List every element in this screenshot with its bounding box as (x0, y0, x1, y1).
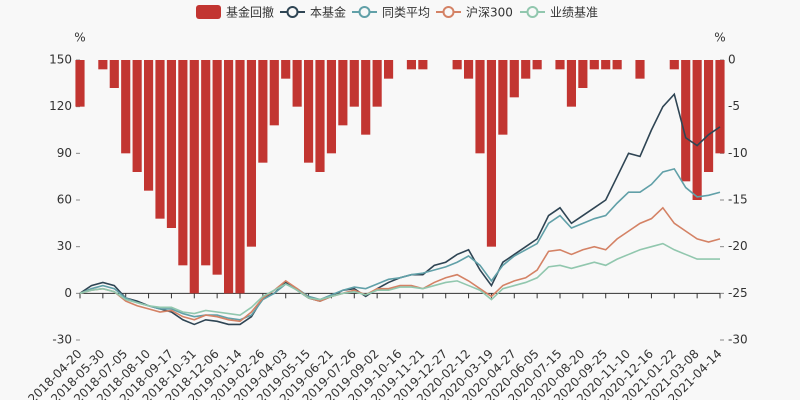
drawdown-bar (292, 60, 302, 107)
drawdown-bar (601, 60, 611, 70)
line (79, 167, 721, 321)
drawdown-bar (166, 60, 176, 228)
drawdown-bar (326, 60, 336, 154)
drawdown-bar (178, 60, 188, 266)
y2-tick-label: -5 (728, 99, 740, 113)
drawdown-bar (98, 60, 108, 70)
legend-item: 业绩基准 (520, 6, 598, 20)
drawdown-bar (132, 60, 142, 172)
legend-swatch (358, 6, 371, 18)
drawdown-bar (258, 60, 268, 163)
drawdown-bar (281, 60, 291, 79)
legend-swatch (442, 6, 455, 18)
legend-swatch (526, 6, 539, 18)
y2-tick-label: -25 (728, 286, 748, 300)
drawdown-bar (189, 60, 199, 294)
legend-label: 基金回撤 (226, 5, 274, 20)
drawdown-bar (555, 60, 565, 70)
y-tick-label: 120 (49, 99, 72, 113)
drawdown-bar (235, 60, 245, 294)
drawdown-bar (121, 60, 131, 154)
legend-swatch (286, 6, 299, 18)
drawdown-bar (612, 60, 622, 70)
drawdown-bar (464, 60, 474, 79)
legend-swatch (196, 5, 221, 19)
legend-label: 本基金 (310, 5, 346, 20)
drawdown-bar (269, 60, 279, 126)
drawdown-bar (566, 60, 576, 107)
drawdown-bar (475, 60, 485, 154)
drawdown-bar (635, 60, 645, 79)
drawdown-bar (304, 60, 314, 163)
drawdown-bar (532, 60, 542, 70)
drawdown-bar (338, 60, 348, 126)
legend-label: 沪深300 (466, 6, 513, 20)
drawdown-bar (406, 60, 416, 70)
drawdown-bar (144, 60, 154, 191)
drawdown-bar (349, 60, 359, 107)
drawdown-bar (418, 60, 428, 70)
drawdown-bar (486, 60, 496, 247)
drawdown-bar (521, 60, 531, 79)
drawdown-bar (669, 60, 679, 70)
y2-tick-label: -10 (728, 146, 748, 160)
drawdown-bar (715, 60, 725, 154)
y-tick-label: 90 (57, 146, 72, 160)
drawdown-bar (681, 60, 691, 182)
y2-axis-label: % (714, 31, 725, 45)
drawdown-bar (212, 60, 222, 275)
y-tick-label: 150 (49, 53, 72, 67)
drawdown-bar (384, 60, 394, 79)
y-tick-label: 0 (64, 286, 72, 300)
drawdown-bar (201, 60, 211, 266)
y2-tick-label: -30 (728, 333, 748, 347)
y2-tick-label: -20 (728, 239, 748, 253)
drawdown-bar (155, 60, 165, 219)
drawdown-bar (692, 60, 702, 200)
y-tick-label: 60 (57, 193, 72, 207)
drawdown-bar (452, 60, 462, 70)
y-tick-label: 30 (57, 239, 72, 253)
legend-label: 同类平均 (382, 6, 430, 20)
legend-item: 沪深300 (436, 6, 513, 20)
y2-tick-label: 0 (728, 53, 736, 67)
drawdown-bar (109, 60, 119, 88)
line (79, 242, 720, 316)
drawdown-bar (704, 60, 714, 172)
y2-tick-label: -15 (728, 193, 748, 207)
line (79, 206, 721, 323)
legend-label: 业绩基准 (550, 6, 598, 20)
drawdown-bar (578, 60, 588, 88)
drawdown-bar (372, 60, 382, 107)
drawdown-bar (509, 60, 519, 98)
drawdown-bar (75, 60, 85, 107)
drawdown-bar (361, 60, 371, 135)
drawdown-bar (315, 60, 325, 172)
legend-item: 本基金 (280, 5, 346, 20)
y-axis-label: % (74, 31, 85, 45)
legend-item: 基金回撤 (196, 5, 274, 20)
drawdown-bar (246, 60, 256, 247)
legend-item: 同类平均 (352, 6, 430, 20)
drawdown-bar (224, 60, 234, 294)
drawdown-bar (589, 60, 599, 70)
drawdown-bar (498, 60, 508, 135)
y-tick-label: -30 (52, 333, 72, 347)
